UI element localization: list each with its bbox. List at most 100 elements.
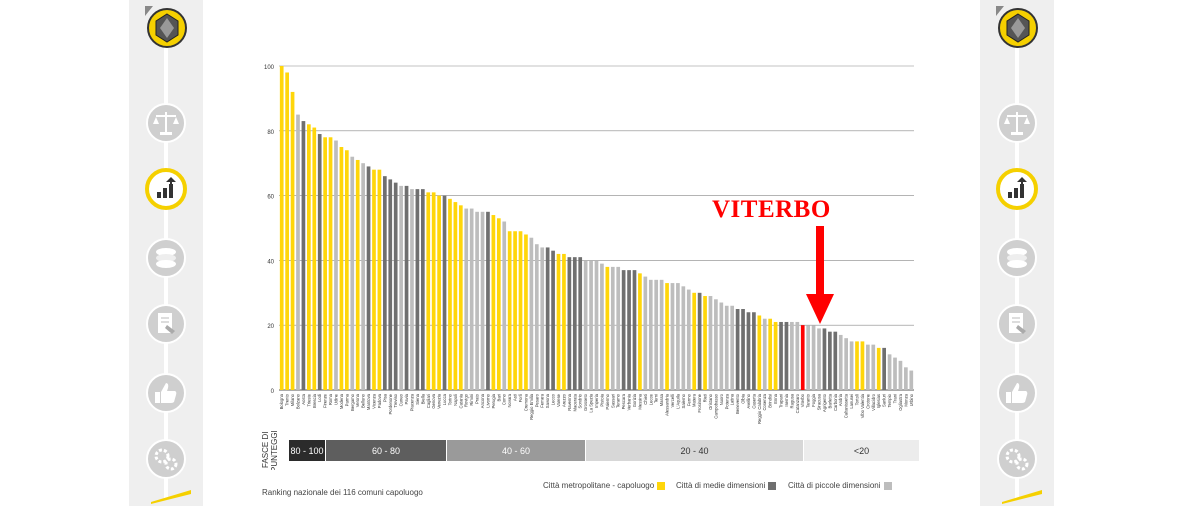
x-tick-label: Olbia — [741, 393, 746, 403]
growth-chart-icon[interactable] — [145, 168, 187, 210]
x-tick-label: Viterbo — [800, 393, 805, 407]
bar — [882, 347, 886, 390]
bar — [480, 211, 485, 390]
x-tick-label: Brescia — [312, 393, 317, 408]
bar — [431, 192, 436, 390]
bar — [279, 66, 284, 390]
x-tick-label: Gorizia — [632, 393, 637, 407]
document-icon[interactable] — [145, 303, 187, 345]
layers-icon[interactable] — [145, 237, 187, 279]
x-tick-label: Venezia — [437, 393, 442, 409]
bar — [735, 309, 740, 390]
bar — [638, 273, 642, 390]
rail-accent-icon — [151, 490, 191, 504]
x-tick-label: Perugia — [491, 393, 496, 408]
bar — [377, 169, 382, 390]
x-tick-label: Matera — [692, 393, 697, 407]
bar — [860, 341, 865, 390]
bar — [317, 134, 322, 390]
x-tick-label: Genova — [431, 393, 436, 408]
bar — [871, 344, 876, 390]
x-tick-label: Novara — [507, 393, 512, 407]
bar — [475, 211, 479, 390]
x-tick-label: Pescara — [621, 393, 626, 409]
bar — [659, 279, 664, 390]
bar — [643, 276, 648, 390]
x-tick-label: Catania — [458, 393, 463, 408]
layers-icon[interactable] — [996, 237, 1038, 279]
bar — [876, 347, 881, 390]
legend-metropolitan-label: Città metropolitane - capoluogo — [543, 481, 655, 490]
thumbs-up-icon[interactable] — [145, 372, 187, 414]
legend-medium-swatch — [768, 481, 777, 490]
bar — [627, 270, 631, 390]
x-tick-label: Ferrara — [540, 393, 545, 407]
bar — [909, 370, 914, 390]
x-tick-label: Brindisi — [768, 394, 773, 408]
logo-gem-icon[interactable] — [996, 6, 1038, 48]
bar — [529, 237, 534, 390]
gears-icon[interactable] — [145, 438, 187, 480]
growth-chart-icon[interactable] — [996, 168, 1038, 210]
bar — [686, 289, 691, 390]
bar — [578, 257, 583, 390]
x-tick-label: Palermo — [605, 393, 610, 409]
x-tick-label: Foggia — [811, 393, 816, 406]
bar — [491, 215, 496, 390]
y-tick-label: 0 — [271, 389, 275, 395]
scales-icon[interactable] — [145, 102, 187, 144]
bar — [551, 250, 555, 390]
x-tick-label: Tortolì — [855, 394, 860, 405]
x-tick-label: Forlì — [518, 394, 523, 402]
bar — [583, 260, 588, 390]
right-nav-rail — [980, 0, 1054, 506]
logo-gem-icon[interactable] — [145, 6, 187, 48]
bar — [904, 367, 908, 390]
document-icon[interactable] — [996, 303, 1038, 345]
bar — [648, 279, 653, 390]
x-tick-label: Macerata — [572, 393, 577, 411]
legend-metropolitan: Città metropolitane - capoluogo — [543, 481, 666, 490]
bar — [518, 231, 523, 390]
x-tick-label: Vicenza — [371, 393, 376, 408]
x-tick-label: Ragusa — [789, 393, 794, 408]
band-60-80: 60 - 80 — [326, 440, 446, 461]
x-tick-label: Oristano — [708, 393, 713, 409]
bar — [752, 312, 756, 390]
thumbs-up-icon[interactable] — [996, 372, 1038, 414]
bar — [898, 360, 903, 390]
x-tick-label: Latina — [730, 393, 735, 405]
x-tick-label: L'Aquila — [675, 393, 680, 408]
x-tick-label: Firenze — [323, 393, 328, 408]
x-tick-label: Vercelli — [670, 394, 675, 408]
rail-accent-icon — [1002, 490, 1042, 504]
bar — [339, 147, 344, 390]
x-tick-label: Aosta — [301, 393, 306, 404]
bar — [746, 312, 751, 390]
x-tick-label: Lecce — [648, 393, 653, 405]
x-tick-label: Bergamo — [350, 393, 355, 411]
viterbo-annotation: VITERBO — [712, 196, 831, 223]
x-tick-label: Potenza — [724, 393, 729, 409]
x-tick-label: Piacenza — [409, 393, 414, 411]
bar — [328, 137, 333, 390]
bar — [502, 221, 507, 390]
x-tick-label: Agrigento — [822, 393, 827, 412]
bar — [420, 189, 425, 390]
x-tick-label: Pavia — [404, 393, 409, 404]
scales-icon[interactable] — [996, 102, 1038, 144]
x-tick-label: Caltanissetta — [844, 393, 849, 418]
x-tick-label: Trani — [893, 394, 898, 403]
gears-icon[interactable] — [996, 438, 1038, 480]
x-tick-label: Ravenna — [567, 393, 572, 410]
bar — [393, 182, 398, 390]
x-tick-label: Arezzo — [561, 393, 566, 407]
bar — [388, 179, 393, 390]
bar — [811, 325, 816, 390]
bar — [589, 260, 593, 390]
bar — [795, 321, 800, 390]
x-tick-label: Sassari — [610, 394, 615, 408]
bar — [496, 218, 501, 390]
band-under-20: <20 — [804, 440, 919, 461]
x-tick-label: Isernia — [784, 393, 789, 406]
